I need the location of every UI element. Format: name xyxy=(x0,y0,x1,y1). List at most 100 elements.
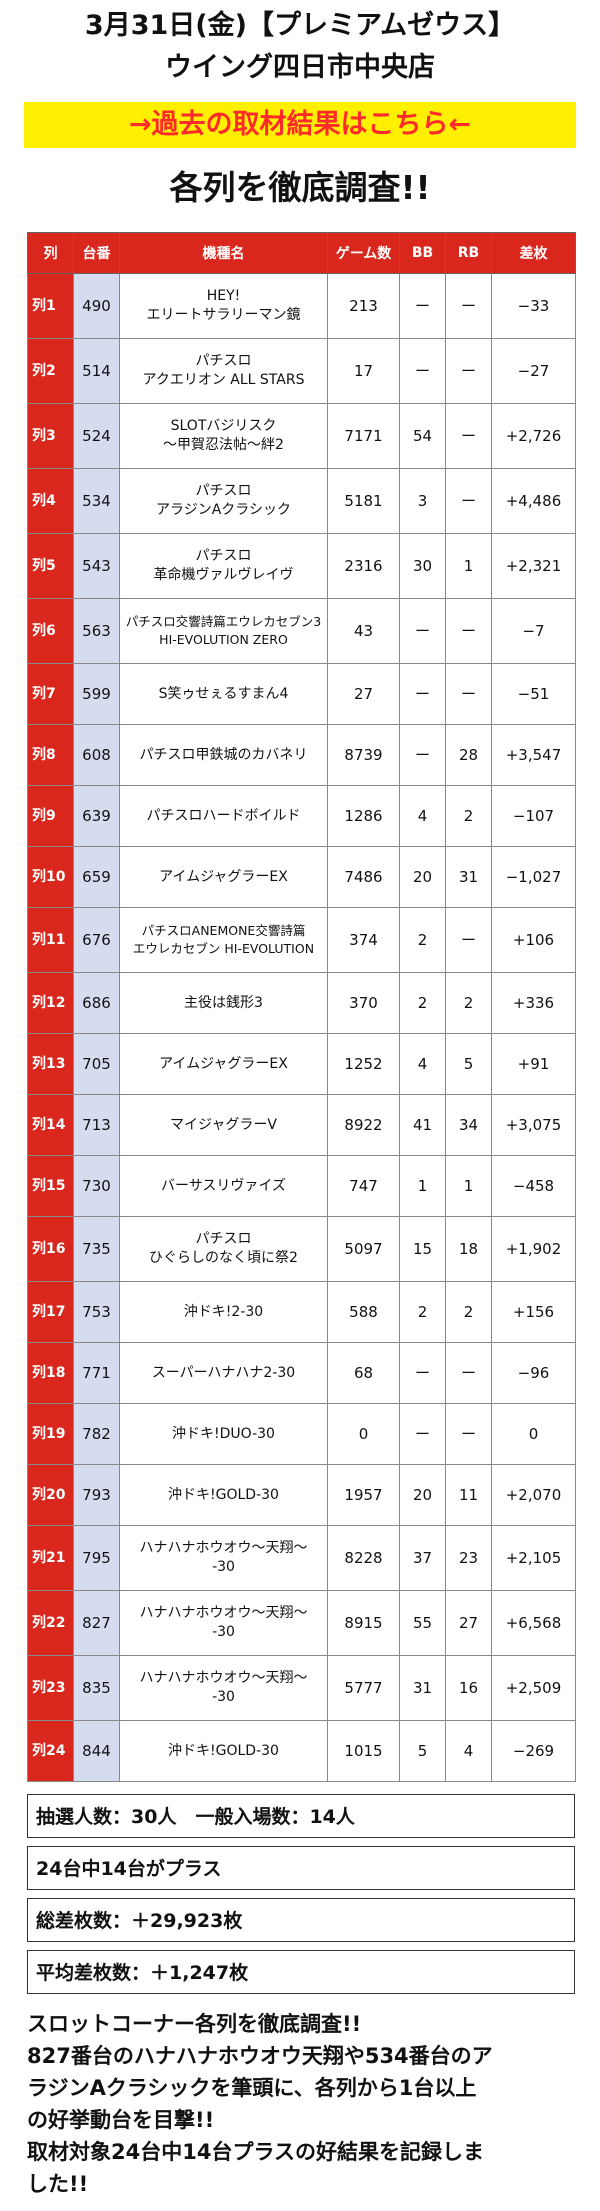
row-bb-cell: 5 xyxy=(399,1720,446,1782)
past-results-link[interactable]: →過去の取材結果はこちら← xyxy=(24,102,576,148)
row-diff-cell: −458 xyxy=(491,1155,576,1217)
machine-name-line: 沖ドキ!GOLD-30 xyxy=(168,1486,279,1503)
average-diff: 平均差枚数：＋1,247枚 xyxy=(27,1950,575,1994)
row-retsu-cell: 列14 xyxy=(27,1094,74,1156)
machine-name-line: アイムジャグラーEX xyxy=(159,868,288,885)
report-line: ラジンAクラシックを筆頭に、各列から1台以上 xyxy=(27,2076,477,2100)
row-bb-cell: ー xyxy=(399,338,446,404)
row-number-cell: 844 xyxy=(73,1720,120,1782)
row-retsu-cell: 列22 xyxy=(27,1590,74,1656)
row-machine-cell: マイジャグラーV xyxy=(119,1094,328,1156)
row-number-cell: 771 xyxy=(73,1342,120,1404)
row-games-cell: 7486 xyxy=(327,846,400,908)
row-bb-cell: ー xyxy=(399,1342,446,1404)
header-number: 台番 xyxy=(73,232,120,274)
row-diff-cell: −27 xyxy=(491,338,576,404)
row-number-cell: 608 xyxy=(73,724,120,786)
row-games-cell: 17 xyxy=(327,338,400,404)
table-row: 列10 659 アイムジャグラーEX 7486 20 31 −1,027 xyxy=(27,846,576,908)
row-rb-cell: ー xyxy=(445,468,492,534)
row-games-cell: 5181 xyxy=(327,468,400,534)
row-bb-cell: 2 xyxy=(399,972,446,1034)
row-bb-cell: 4 xyxy=(399,785,446,847)
machine-name-line: 沖ドキ!2-30 xyxy=(183,1303,264,1320)
row-number-cell: 599 xyxy=(73,663,120,725)
row-number-cell: 735 xyxy=(73,1216,120,1282)
row-games-cell: 5777 xyxy=(327,1655,400,1721)
report-line: の好挙動台を目撃!! xyxy=(27,2108,215,2132)
table-header-row: 列 台番 機種名 ゲーム数 BB RB 差枚 xyxy=(27,232,576,274)
row-diff-cell: +156 xyxy=(491,1281,576,1343)
machine-name-line: エウレカセブン HI-EVOLUTION xyxy=(132,941,315,956)
row-diff-cell: −33 xyxy=(491,273,576,339)
row-machine-cell: HEY! エリートサラリーマン鏡 xyxy=(119,273,328,339)
table-row: 列17 753 沖ドキ!2-30 588 2 2 +156 xyxy=(27,1281,576,1343)
row-machine-cell: ハナハナホウオウ〜天翔〜 -30 xyxy=(119,1525,328,1591)
row-diff-cell: −51 xyxy=(491,663,576,725)
table-row: 列23 835 ハナハナホウオウ〜天翔〜 -30 5777 31 16 +2,509 xyxy=(27,1655,576,1721)
row-games-cell: 43 xyxy=(327,598,400,664)
row-diff-cell: +2,321 xyxy=(491,533,576,599)
row-machine-cell: S笑ゥせぇるすまん4 xyxy=(119,663,328,725)
row-retsu-cell: 列15 xyxy=(27,1155,74,1217)
results-table: 列 台番 機種名 ゲーム数 BB RB 差枚 列1 490 HEY! エリートサラリー… xyxy=(27,232,576,1782)
machine-name-line: -30 xyxy=(212,1559,235,1575)
row-number-cell: 782 xyxy=(73,1403,120,1465)
row-rb-cell: 23 xyxy=(445,1525,492,1591)
page-title: 3月31日(金)【プレミアムゼウス】 xyxy=(84,10,516,41)
row-number-cell: 639 xyxy=(73,785,120,847)
machine-name-line: パチスロ交響詩篇エウレカセブン3 xyxy=(125,614,322,629)
row-games-cell: 370 xyxy=(327,972,400,1034)
row-retsu-cell: 列19 xyxy=(27,1403,74,1465)
row-games-cell: 5097 xyxy=(327,1216,400,1282)
row-bb-cell: ー xyxy=(399,598,446,664)
row-number-cell: 524 xyxy=(73,403,120,469)
row-games-cell: 1286 xyxy=(327,785,400,847)
row-games-cell: 1957 xyxy=(327,1464,400,1526)
row-retsu-cell: 列17 xyxy=(27,1281,74,1343)
row-rb-cell: ー xyxy=(445,403,492,469)
row-games-cell: 8739 xyxy=(327,724,400,786)
row-games-cell: 588 xyxy=(327,1281,400,1343)
row-games-cell: 0 xyxy=(327,1403,400,1465)
row-number-cell: 686 xyxy=(73,972,120,1034)
table-row: 列12 686 主役は銭形3 370 2 2 +336 xyxy=(27,972,576,1034)
row-diff-cell: +2,105 xyxy=(491,1525,576,1591)
row-machine-cell: アイムジャグラーEX xyxy=(119,1033,328,1095)
row-rb-cell: 2 xyxy=(445,972,492,1034)
row-bb-cell: 37 xyxy=(399,1525,446,1591)
row-retsu-cell: 列1 xyxy=(27,273,74,339)
machine-name-line: SLOTバジリスク xyxy=(170,418,277,434)
store-name: ウイング四日市中央店 xyxy=(165,52,435,83)
row-diff-cell: +336 xyxy=(491,972,576,1034)
row-rb-cell: ー xyxy=(445,1342,492,1404)
row-machine-cell: パチスロANEMONE交響詩篇 エウレカセブン HI-EVOLUTION xyxy=(119,907,328,973)
row-bb-cell: 2 xyxy=(399,907,446,973)
row-machine-cell: パチスロ 革命機ヴァルヴレイヴ xyxy=(119,533,328,599)
row-games-cell: 68 xyxy=(327,1342,400,1404)
report-text: スロットコーナー各列を徹底調査!! 827番台のハナハナホウオウ天翔や534番台… xyxy=(27,2008,579,2200)
row-rb-cell: 1 xyxy=(445,533,492,599)
row-rb-cell: 28 xyxy=(445,724,492,786)
header-diff: 差枚 xyxy=(491,232,576,274)
row-diff-cell: −269 xyxy=(491,1720,576,1782)
machine-name-line: パチスロ xyxy=(195,1231,252,1247)
machine-name-line: パチスロ xyxy=(195,483,252,499)
row-retsu-cell: 列5 xyxy=(27,533,74,599)
row-machine-cell: パチスロ アクエリオン ALL STARS xyxy=(119,338,328,404)
row-bb-cell: ー xyxy=(399,724,446,786)
row-rb-cell: ー xyxy=(445,907,492,973)
machine-name-line: 〜甲賀忍法帖〜絆2 xyxy=(163,437,284,453)
row-diff-cell: −7 xyxy=(491,598,576,664)
row-bb-cell: 2 xyxy=(399,1281,446,1343)
total-diff: 総差枚数：＋29,923枚 xyxy=(27,1898,575,1942)
table-row: 列6 563 パチスロ交響詩篇エウレカセブン3 HI-EVOLUTION ZERO 43… xyxy=(27,598,576,664)
row-machine-cell: パチスロ甲鉄城のカバネリ xyxy=(119,724,328,786)
row-games-cell: 374 xyxy=(327,907,400,973)
row-games-cell: 7171 xyxy=(327,403,400,469)
row-games-cell: 213 xyxy=(327,273,400,339)
row-retsu-cell: 列11 xyxy=(27,907,74,973)
row-diff-cell: +106 xyxy=(491,907,576,973)
row-rb-cell: 5 xyxy=(445,1033,492,1095)
row-number-cell: 753 xyxy=(73,1281,120,1343)
